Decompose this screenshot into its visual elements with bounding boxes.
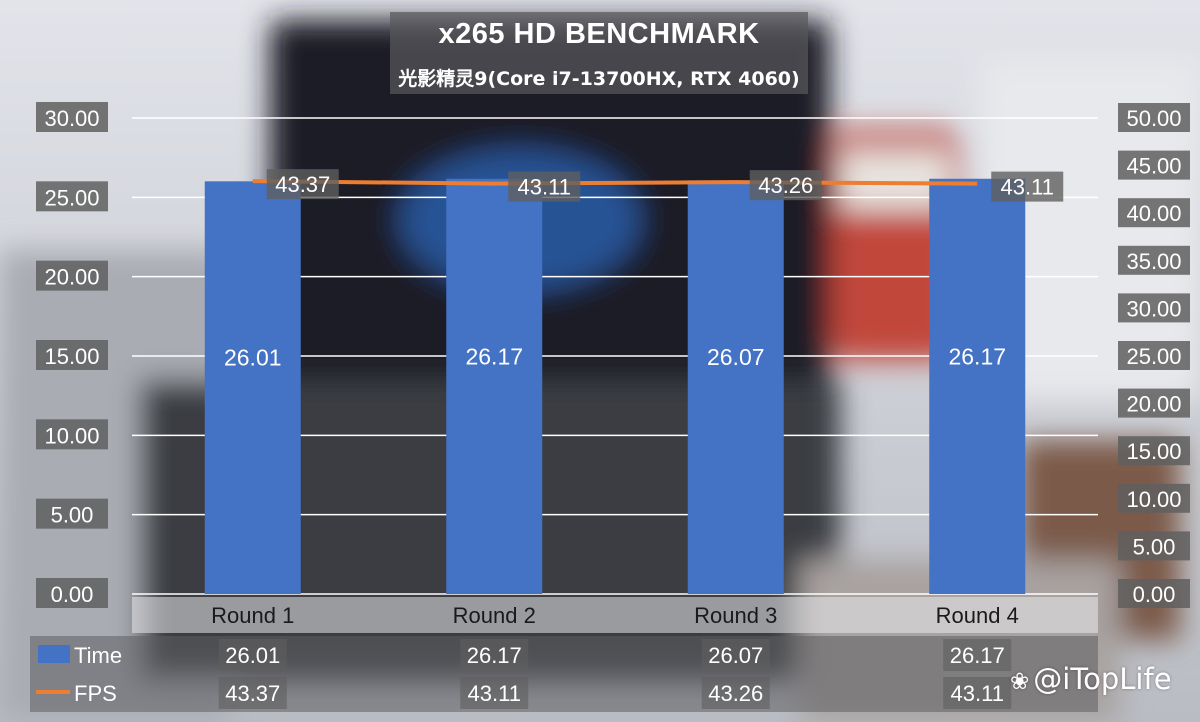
x-category-label: Round 3 xyxy=(694,603,777,628)
chart-title: x265 HD BENCHMARK xyxy=(438,18,760,50)
x-category-label: Round 1 xyxy=(211,603,294,628)
table-cell-bg xyxy=(218,639,287,671)
table-cell-bg xyxy=(701,639,770,671)
table-cell: 26.17 xyxy=(950,643,1005,668)
table-cell-bg xyxy=(943,639,1012,671)
y-right-tick-bg xyxy=(1118,579,1190,608)
y-right-tick-bg xyxy=(1118,436,1190,466)
y-right-tick-bg xyxy=(1118,150,1190,180)
y-right-tick-label: 25.00 xyxy=(1126,344,1181,369)
fps-data-label: 43.37 xyxy=(275,172,330,197)
table-cell: 26.07 xyxy=(708,643,763,668)
x-category-label: Round 4 xyxy=(936,603,1019,628)
fps-line-series: 43.37 43.11 43.26 43.11 xyxy=(252,169,1064,202)
bar-data-label: 26.17 xyxy=(948,343,1006,369)
y-right-tick-label: 10.00 xyxy=(1126,487,1181,512)
x-category-label: Round 2 xyxy=(453,603,536,628)
table-cell: 26.17 xyxy=(467,643,522,668)
weibo-icon: ❀ xyxy=(1010,669,1030,695)
fps-line xyxy=(252,179,978,186)
table-cell-bg xyxy=(943,677,1012,709)
table-cell: 43.11 xyxy=(951,681,1004,706)
y-left-tick-bg xyxy=(36,578,108,608)
fps-label-bg xyxy=(749,170,822,201)
bar-data-label: 26.01 xyxy=(224,345,282,371)
y-right-tick-label: 40.00 xyxy=(1126,201,1181,226)
fps-data-label: 43.11 xyxy=(1001,175,1054,200)
y-left-tick-bg xyxy=(36,181,108,212)
fps-label-bg xyxy=(266,169,339,200)
y-left-tick-bg xyxy=(36,340,108,370)
y-left-tick-label: 30.00 xyxy=(44,106,99,131)
y-left-tick-label: 25.00 xyxy=(44,185,99,210)
watermark-text: @iTopLife xyxy=(1033,662,1172,696)
table-cell: 43.37 xyxy=(225,681,280,706)
table-cell-bg xyxy=(701,677,770,709)
bar-time xyxy=(204,181,301,595)
y-right-tick-bg xyxy=(1118,388,1190,418)
x-axis-categories: Round 1 Round 2 Round 3 Round 4 xyxy=(132,597,1098,633)
fps-label-bg xyxy=(991,171,1064,202)
y-left-tick-label: 15.00 xyxy=(44,344,99,369)
bar-time xyxy=(446,178,543,594)
y-left-tick-label: 20.00 xyxy=(44,265,99,290)
y-right-tick-bg xyxy=(1118,103,1190,132)
y-right-tick-bg xyxy=(1118,483,1190,513)
bar-time xyxy=(687,180,784,594)
y-left-tick-bg xyxy=(36,419,108,450)
y-right-tick-label: 15.00 xyxy=(1126,439,1181,464)
table-band xyxy=(30,636,1098,712)
y-right-tick-bg xyxy=(1118,293,1190,323)
table-cell-bg xyxy=(460,677,529,709)
y-left-tick-label: 5.00 xyxy=(51,503,94,528)
table-cell: 43.26 xyxy=(708,681,763,706)
y-left-tick-label: 0.00 xyxy=(51,582,94,607)
title-box: x265 HD BENCHMARK 光影精灵9(Core i7-13700HX,… xyxy=(390,12,808,94)
legend-label: Time xyxy=(74,643,122,668)
category-band xyxy=(132,597,1098,633)
y-right-tick-label: 5.00 xyxy=(1133,534,1176,559)
y-left-tick-label: 10.00 xyxy=(44,423,99,448)
y-right-tick-bg xyxy=(1118,245,1190,275)
table-cell-bg xyxy=(460,639,529,671)
table-cell-bg xyxy=(218,677,287,709)
bar-time xyxy=(929,178,1026,594)
bar-data-label: 26.07 xyxy=(707,344,765,370)
bar-series: 26.01 26.17 26.07 26.17 xyxy=(204,178,1026,595)
y-left-tick-bg xyxy=(36,498,108,529)
y-right-tick-label: 50.00 xyxy=(1126,106,1181,131)
table-cell: 26.01 xyxy=(225,643,280,668)
y-axis-right: 0.00 5.00 10.00 15.00 20.00 25.00 30.00 35.00 40… xyxy=(1118,103,1190,608)
fps-data-label: 43.11 xyxy=(518,175,571,200)
legend-key-time xyxy=(38,645,70,663)
chart-subtitle: 光影精灵9(Core i7-13700HX, RTX 4060) xyxy=(398,68,800,90)
y-left-tick-bg xyxy=(36,260,108,291)
bar-data-label: 26.17 xyxy=(465,343,523,369)
y-right-tick-bg xyxy=(1118,531,1190,561)
y-right-tick-label: 0.00 xyxy=(1133,582,1176,607)
legend-label: FPS xyxy=(74,681,117,706)
y-right-tick-bg xyxy=(1118,198,1190,228)
y-axis-left: 0.00 5.00 10.00 15.00 20.00 25.00 30.00 xyxy=(36,102,108,608)
y-right-tick-label: 35.00 xyxy=(1126,249,1181,274)
y-right-tick-label: 45.00 xyxy=(1126,154,1181,179)
y-left-tick-bg xyxy=(36,102,108,132)
y-right-tick-label: 20.00 xyxy=(1126,392,1181,417)
fps-label-bg xyxy=(508,171,581,202)
y-right-tick-label: 30.00 xyxy=(1126,296,1181,321)
watermark: ❀ @iTopLife xyxy=(1010,662,1172,696)
y-right-tick-bg xyxy=(1118,341,1190,370)
table-cell: 43.11 xyxy=(468,681,521,706)
data-table: Time 26.01 26.17 26.07 26.17 FPS 43.37 43.11 43.… xyxy=(30,636,1098,712)
fps-data-label: 43.26 xyxy=(758,173,813,198)
